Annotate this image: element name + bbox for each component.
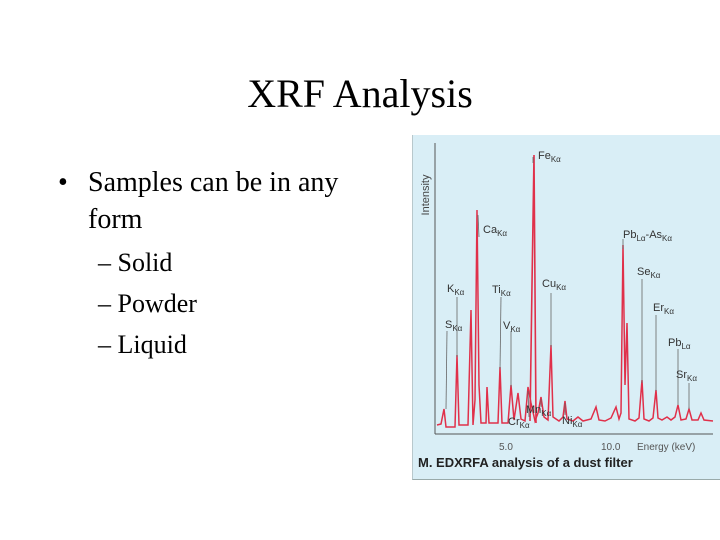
peak-label-cr: CrKα — [508, 416, 530, 430]
figure-caption: M. EDXRFA analysis of a dust filter — [418, 455, 633, 470]
peak-label-s: SKα — [445, 319, 463, 333]
bullet-text: Samples can be in any form — [88, 167, 339, 235]
peak-label-cu: CuKα — [542, 278, 566, 292]
y-axis-label: Intensity — [420, 174, 432, 215]
peak-label-v: VKα — [503, 320, 521, 334]
peak-label-sr: SrKα — [676, 369, 697, 383]
sub-bullet-list: – Solid – Powder – Liquid — [58, 242, 358, 365]
peak-label-ca: CaKα — [483, 224, 507, 238]
peak-label-ni: NiKα — [562, 415, 583, 429]
peak-label-ti: TiKα — [492, 284, 511, 298]
sub-item-powder: – Powder — [98, 289, 197, 318]
x-axis-label: Energy (keV) — [637, 442, 695, 453]
peak-leader-lines — [445, 157, 690, 418]
spectrum-fe-peak — [529, 154, 537, 424]
spectrum-chart: Intensity FeKα CaKα — [420, 143, 714, 453]
peak-label-se: SeKα — [637, 266, 661, 280]
peak-label-er: ErKα — [653, 302, 674, 316]
spectrum-figure: Intensity FeKα CaKα — [412, 135, 720, 480]
bullet-item: • Samples can be in any form — [58, 164, 358, 238]
x-tick-10: 10.0 — [601, 442, 621, 453]
peak-label-pb-as: PbLα-AsKα — [623, 229, 672, 243]
x-tick-5: 5.0 — [499, 442, 513, 453]
bullet-list: • Samples can be in any form – Solid – P… — [58, 164, 358, 365]
peak-labels: FeKα CaKα PbLα-AsKα SeKα KKα TiKα CuKα E… — [445, 150, 697, 430]
sub-item-solid: – Solid — [98, 248, 173, 277]
bullet-dot-icon: • — [58, 167, 68, 198]
peak-label-fe: FeKα — [538, 150, 561, 164]
peak-label-k: KKα — [447, 283, 465, 297]
sub-item-liquid: – Liquid — [98, 330, 187, 359]
peak-label-mn: MnKα — [526, 404, 552, 418]
peak-label-pb-l: PbLα — [668, 337, 691, 351]
spectrum-line — [436, 209, 714, 428]
slide-title: XRF Analysis — [247, 71, 473, 116]
